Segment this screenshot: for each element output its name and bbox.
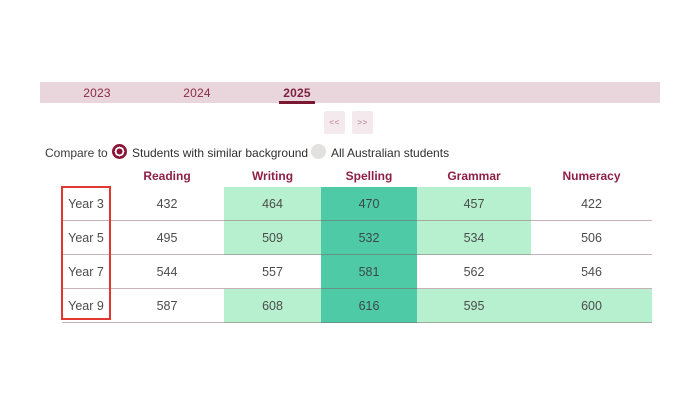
- score-cell: 506: [531, 220, 652, 255]
- column-header-grammar: Grammar: [447, 169, 501, 183]
- year-label: Year 9: [62, 288, 110, 323]
- table-row: Year 3 432 464 470 457 422: [62, 187, 652, 221]
- score-cell: 464: [224, 187, 321, 221]
- year-tab-bar: 2023 2024 2025: [40, 82, 660, 104]
- column-header-reading: Reading: [143, 169, 191, 183]
- year-label: Year 7: [62, 254, 110, 289]
- score-cell: 546: [531, 254, 652, 289]
- column-header-writing: Writing: [251, 169, 294, 183]
- compare-to-label: Compare to: [45, 146, 108, 160]
- tab-2025[interactable]: 2025: [247, 82, 347, 104]
- table-row: Year 9 587 608 616 595 600: [62, 288, 652, 323]
- score-cell: 470: [321, 187, 417, 221]
- table-header-row: Reading Writing Spelling Grammar Numerac…: [62, 165, 652, 187]
- score-cell: 595: [417, 288, 531, 323]
- score-cell: 495: [110, 220, 224, 255]
- score-cell: 532: [321, 220, 417, 255]
- score-cell: 509: [224, 220, 321, 255]
- score-cell: 432: [110, 187, 224, 221]
- radio-label-all-australian[interactable]: All Australian students: [331, 146, 450, 160]
- column-header-spelling: Spelling: [345, 169, 393, 183]
- score-cell: 608: [224, 288, 321, 323]
- tab-2023[interactable]: 2023: [83, 85, 111, 100]
- table-row: Year 5 495 509 532 534 506: [62, 220, 652, 255]
- radio-all-australian[interactable]: [311, 144, 326, 159]
- tab-2024[interactable]: 2024: [183, 85, 211, 100]
- score-cell: 616: [321, 288, 417, 323]
- score-cell: 581: [321, 254, 417, 289]
- results-table: Reading Writing Spelling Grammar Numerac…: [62, 165, 652, 323]
- radio-similar-background[interactable]: [112, 144, 127, 159]
- pager-next-button[interactable]: >>: [352, 111, 373, 134]
- year-label: Year 3: [62, 187, 110, 221]
- score-cell: 534: [417, 220, 531, 255]
- column-header-numeracy: Numeracy: [562, 169, 621, 183]
- pager-prev-button[interactable]: <<: [324, 111, 345, 134]
- score-cell: 587: [110, 288, 224, 323]
- score-cell: 544: [110, 254, 224, 289]
- radio-label-similar-background[interactable]: Students with similar background: [132, 146, 309, 160]
- score-cell: 557: [224, 254, 321, 289]
- score-cell: 457: [417, 187, 531, 221]
- score-cell: 562: [417, 254, 531, 289]
- year-column-header: [62, 165, 110, 187]
- table-row: Year 7 544 557 581 562 546: [62, 254, 652, 289]
- score-cell: 600: [531, 288, 652, 323]
- year-label: Year 5: [62, 220, 110, 255]
- score-cell: 422: [531, 187, 652, 221]
